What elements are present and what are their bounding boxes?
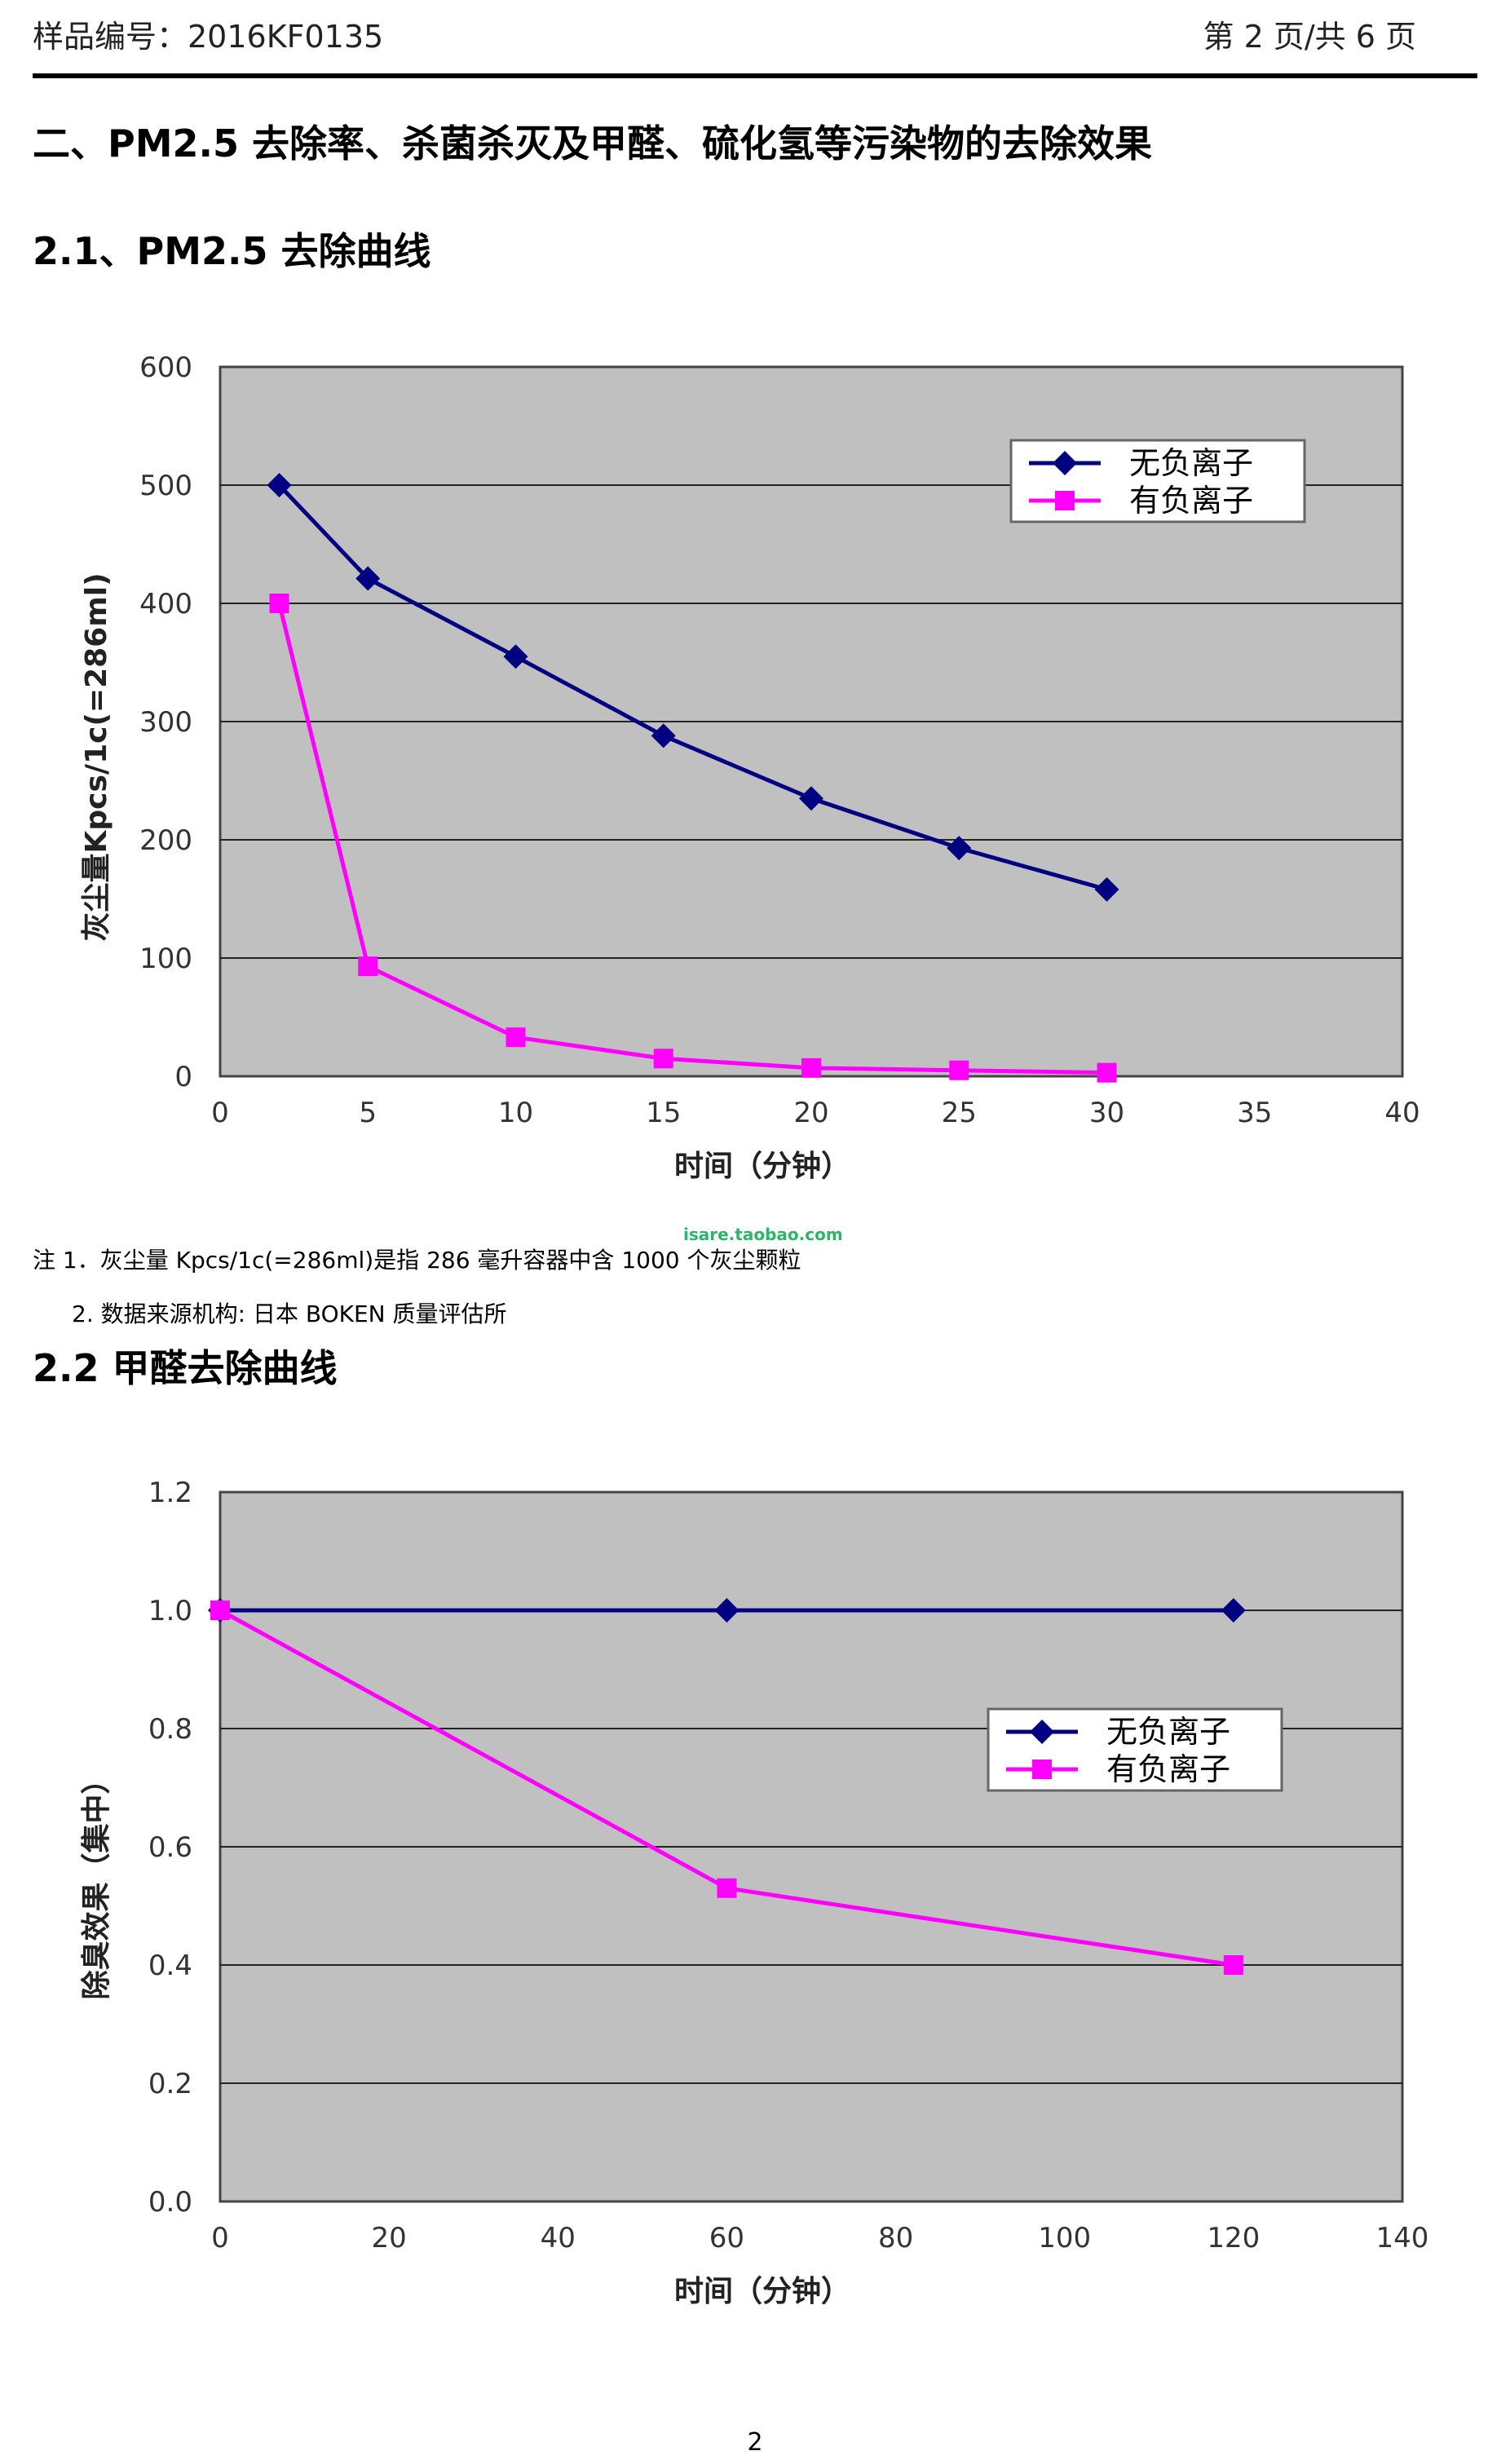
data-point-square [717,1878,737,1898]
y-tick-label: 1.2 [148,1477,192,1509]
x-tick-label: 20 [793,1097,828,1129]
y-axis-title: 灰尘量Kpcs/1c(=286ml) [80,572,113,941]
section-title: 二、PM2.5 去除率、杀菌杀灭及甲醛、硫化氢等污染物的去除效果 [33,121,1152,166]
x-tick-label: 60 [709,2222,744,2254]
x-tick-label: 140 [1376,2222,1429,2254]
data-point-diamond [1221,1598,1246,1623]
data-point-diamond [267,473,292,497]
data-point-square [801,1058,821,1078]
y-tick-label: 1.0 [148,1595,192,1627]
y-tick-label: 200 [139,824,192,857]
data-point-square [210,1601,230,1620]
note-1: 注 1．灰尘量 Kpcs/1c(=286ml)是指 286 毫升容器中含 100… [33,1247,801,1274]
legend-marker [1053,451,1077,475]
legend-label: 无负离子 [1106,1714,1230,1750]
watermark: isare.taobao.com [683,1225,843,1244]
x-tick-label: 20 [372,2222,407,2254]
x-tick-label: 120 [1207,2222,1260,2254]
sample-number: 样品编号：2016KF0135 [33,19,384,55]
x-tick-label: 30 [1089,1097,1124,1129]
legend-marker [1030,1720,1054,1744]
y-tick-label: 0.4 [148,1950,192,1982]
note-2: 2. 数据来源机构: 日本 BOKEN 质量评估所 [72,1300,507,1327]
data-point-diamond [355,566,381,591]
legend-label: 有负离子 [1129,483,1253,519]
y-tick-label: 100 [139,943,192,975]
data-point-diamond [714,1598,740,1623]
y-axis-title: 除臭效果（集中） [80,1764,113,1999]
data-point-square [506,1027,526,1048]
data-point-square [1223,1955,1243,1975]
x-tick-label: 0 [211,1097,229,1129]
x-tick-label: 25 [942,1097,977,1129]
data-point-diamond [651,723,676,748]
data-point-square [358,956,378,977]
subsection-title-formaldehyde: 2.2 甲醛去除曲线 [33,1346,338,1390]
page-number: 2 [747,2428,763,2457]
formaldehyde-removal-chart: 0.0 0.2 0.4 0.6 0.8 1.0 1.2 0 20 40 60 80 100 120 140 时… [80,1477,1429,2308]
header-divider [33,73,1477,78]
data-point-square [1097,1062,1117,1083]
x-tick-label: 80 [878,2222,913,2254]
y-tick-label: 600 [139,351,192,384]
data-point-square [949,1060,969,1080]
x-axis-title: 时间（分钟） [674,1150,850,1183]
y-tick-label: 0.0 [148,2186,192,2219]
x-tick-label: 5 [359,1097,377,1129]
x-tick-label: 35 [1237,1097,1272,1129]
x-tick-label: 40 [1384,1097,1419,1129]
subsection-title-pm25: 2.1、PM2.5 去除曲线 [33,229,431,273]
data-point-square [653,1049,673,1069]
data-point-diamond [947,836,972,861]
page-info: 第 2 页/共 6 页 [1203,19,1416,55]
data-point-diamond [1094,877,1119,902]
y-tick-label: 0.8 [148,1713,192,1746]
legend-label: 有负离子 [1106,1751,1230,1787]
legend-marker [1055,491,1075,510]
legend-marker [1032,1760,1052,1779]
x-tick-label: 40 [541,2222,576,2254]
x-tick-label: 15 [646,1097,681,1129]
y-tick-label: 500 [139,470,192,502]
data-point-diamond [503,644,528,669]
x-tick-label: 10 [498,1097,533,1129]
data-point-diamond [799,786,823,811]
y-tick-label: 300 [139,706,192,739]
y-tick-label: 0 [174,1061,192,1093]
legend-label: 无负离子 [1129,445,1253,481]
pm25-removal-chart: 0 100 200 300 400 500 600 0 5 10 15 20 25 30 35 40 时间（分钟… [80,351,1420,1183]
x-axis-title: 时间（分钟） [674,2275,850,2308]
y-tick-label: 0.6 [148,1831,192,1864]
y-tick-label: 400 [139,588,192,620]
x-tick-label: 0 [211,2222,229,2254]
x-tick-label: 100 [1038,2222,1091,2254]
data-point-square [269,594,289,613]
y-tick-label: 0.2 [148,2068,192,2100]
